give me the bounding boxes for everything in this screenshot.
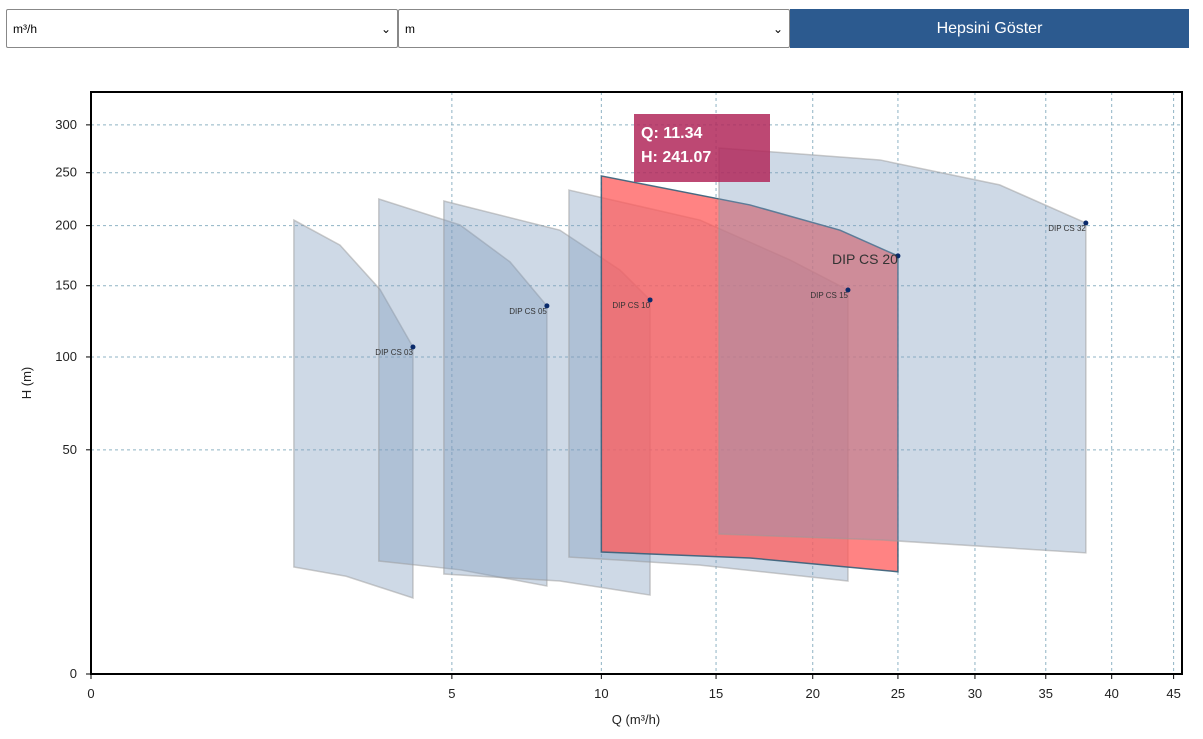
arrow: ⌄ <box>380 21 391 36</box>
tooltip-text: H: 241.07 <box>641 149 711 166</box>
pump-label: DIP CS 05 <box>509 307 547 316</box>
x-tick-label: 25 <box>891 686 905 701</box>
x-tick-label: 30 <box>968 686 982 701</box>
arrow: ⌄ <box>772 21 783 36</box>
plot-frame <box>90 91 1183 675</box>
tooltip-text: Q: 11.34 <box>641 125 702 142</box>
pump-label: DIP CS 20 <box>832 251 898 267</box>
select-value: m <box>405 21 415 36</box>
tooltip-box <box>634 114 770 182</box>
x-axis-label: Q (m³/h) <box>612 712 660 727</box>
pump-curve-area <box>600 175 899 573</box>
operating-point <box>647 297 653 303</box>
pump-label: DIP CS 15 <box>810 291 848 300</box>
y-tick-label: 250 <box>55 165 77 180</box>
x-tick-label: 15 <box>709 686 723 701</box>
head-unit-select[interactable]: m ⌄ <box>398 9 790 48</box>
pump-label: DIP CS 03 <box>375 348 413 357</box>
pump-label: DIP CS 10 <box>612 301 650 310</box>
x-tick-label: 0 <box>87 686 94 701</box>
y-tick-label: 300 <box>55 117 77 132</box>
y-tick-label: 50 <box>63 442 77 457</box>
x-tick-label: 40 <box>1104 686 1118 701</box>
select-value: m³/h <box>13 21 37 36</box>
operating-point <box>1083 220 1089 226</box>
x-tick-label: 35 <box>1039 686 1053 701</box>
y-tick-label: 100 <box>55 349 77 364</box>
x-tick-label: 5 <box>448 686 455 701</box>
pump-curve-area <box>378 197 548 587</box>
x-tick-label: 45 <box>1166 686 1180 701</box>
y-tick-label: 150 <box>55 278 77 293</box>
y-tick-label: 200 <box>55 218 77 233</box>
pump-curve-area <box>293 218 414 600</box>
pump-curve-area <box>718 147 1087 554</box>
y-tick-label: 0 <box>70 666 77 681</box>
operating-point <box>544 303 550 309</box>
operating-point <box>410 344 416 350</box>
x-tick-label: 10 <box>594 686 608 701</box>
operating-point <box>895 253 901 259</box>
show-all-button[interactable]: Hepsini Göster <box>790 9 1189 48</box>
y-axis-label: H (m) <box>19 367 34 400</box>
flow-unit-select[interactable]: m³/h ⌄ <box>6 9 398 48</box>
operating-point <box>845 287 851 293</box>
x-tick-label: 20 <box>806 686 820 701</box>
pump-label: DIP CS 32 <box>1048 224 1086 233</box>
